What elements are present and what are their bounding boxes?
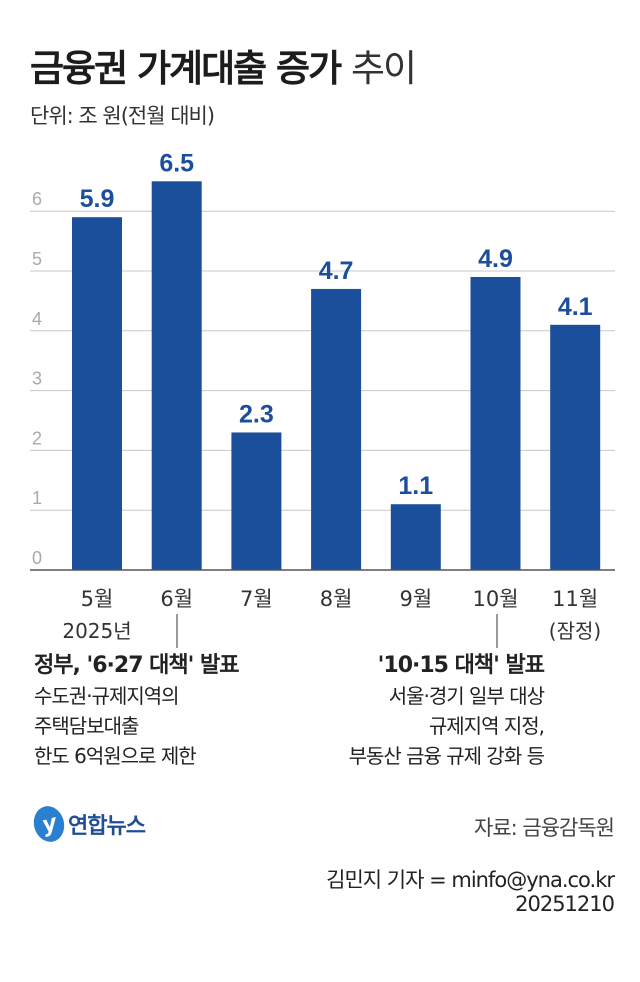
source-text: 자료: 금융감독원: [474, 816, 615, 840]
bar-chart: 0 1 2 3 4 5 6 5.9 5월 6.5 6월 2.3 7월 4.7 8월 1.1 9월 4.9 10월 4.…: [30, 149, 615, 648]
x-tick-label: 9월: [399, 587, 432, 611]
annotation-1015: '10·15 대책' 발표 서울·경기 일부 대상 규제지역 지정, 부동산 금…: [348, 653, 545, 768]
year-label: 2025년: [62, 619, 131, 643]
y-tick-label: 1: [32, 488, 42, 508]
bar: [470, 276, 521, 570]
x-tick-label: 10월: [472, 587, 518, 611]
bar: [72, 217, 122, 570]
credit: 김민지 기자 = minfo@yna.co.kr 20251210: [326, 868, 615, 916]
bar: [231, 432, 282, 570]
yonhap-logo: y 연합뉴스: [29, 802, 146, 846]
annotation-627: 정부, '6·27 대책' 발표 수도권·규제지역의 주택담보대출 한도 6억원…: [34, 653, 240, 768]
date-text: 20251210: [515, 892, 615, 916]
x-tick-label: 7월: [240, 587, 273, 611]
bar: [311, 288, 362, 570]
value-label: 1.1: [398, 472, 433, 500]
x-tick-label: 8월: [320, 587, 353, 611]
unit-label: 단위: 조 원(전월 대비): [30, 104, 215, 128]
x-tick-label: 5월: [81, 587, 114, 611]
x-tick-label: 6월: [160, 587, 193, 611]
value-label: 5.9: [80, 185, 115, 213]
y-tick-label: 3: [32, 369, 42, 389]
provisional-label: (잠정): [549, 619, 601, 643]
y-tick-label: 4: [32, 309, 42, 329]
chart-title: 금융권 가계대출 증가 추이: [30, 47, 417, 90]
value-label: 4.9: [478, 245, 513, 273]
y-tick-label: 5: [32, 249, 42, 269]
x-tick-label: 11월: [552, 587, 598, 611]
bar: [151, 181, 202, 571]
y-tick-label: 0: [32, 548, 42, 568]
logo-icon: y: [29, 802, 69, 846]
value-label: 4.7: [319, 257, 354, 285]
bar: [390, 504, 441, 570]
bar: [550, 324, 601, 570]
value-label: 6.5: [159, 149, 194, 177]
value-label: 4.1: [558, 293, 593, 321]
y-tick-label: 2: [32, 428, 42, 448]
y-tick-label: 6: [32, 189, 42, 209]
reporter-credit: 김민지 기자 = minfo@yna.co.kr: [326, 868, 615, 892]
value-label: 2.3: [239, 400, 274, 428]
